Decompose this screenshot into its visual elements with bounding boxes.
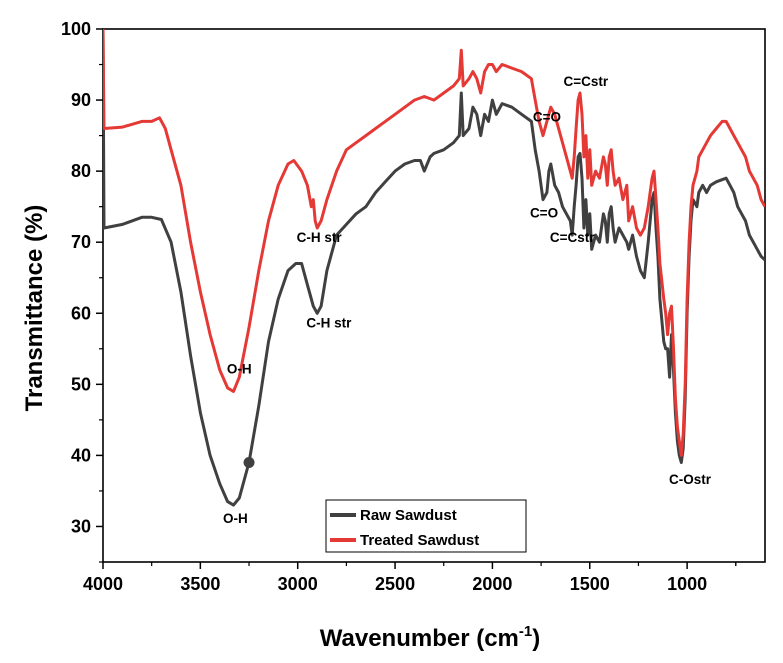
y-axis-ticks: 30 40 50 60 70 80 90 100 [61, 19, 103, 563]
peak-annotation: C=O [533, 109, 561, 124]
legend-box [325, 499, 527, 553]
x-axis-title-main: Wavenumber (cm [320, 625, 519, 652]
y-axis-title: Transmittance (%) [21, 205, 48, 412]
x-tick-label: 2000 [472, 574, 512, 594]
x-axis-title: Wavenumber (cm-1) [320, 623, 541, 652]
peak-annotation: C-H str [306, 315, 352, 330]
y-tick-label: 40 [71, 445, 91, 465]
legend-label-raw: Raw Sawdust [360, 507, 457, 524]
y-tick-label: 50 [71, 374, 91, 394]
x-axis-title-sup: -1 [519, 623, 532, 640]
x-tick-label: 4000 [83, 574, 123, 594]
x-tick-label: 3000 [278, 574, 318, 594]
peak-annotation: O-H [227, 362, 252, 377]
x-tick-label: 3500 [180, 574, 220, 594]
peak-annotation: C=O [530, 205, 558, 220]
x-axis-title-suffix: ) [532, 625, 540, 652]
x-tick-label: 1000 [667, 574, 707, 594]
peak-annotation: C=Cstr [564, 74, 609, 89]
y-tick-label: 80 [71, 161, 91, 181]
peak-annotation: C-H str [297, 230, 343, 245]
x-tick-label: 1500 [570, 574, 610, 594]
y-tick-label: 60 [71, 303, 91, 323]
legend-label-treated: Treated Sawdust [360, 532, 479, 549]
annotations: O-H O-H C-H str C-H str C=O C=O C=Cstr C=Cstr C-… [223, 74, 712, 526]
peak-annotation: O-H [223, 511, 248, 526]
y-tick-label: 90 [71, 90, 91, 110]
series-layer [103, 29, 765, 507]
y-tick-label: 30 [71, 516, 91, 536]
y-tick-label: 100 [61, 19, 91, 39]
peak-annotation: C=Cstr [550, 230, 595, 245]
legend: Raw Sawdust Treated Sawdust [325, 499, 527, 553]
plot-area [102, 28, 766, 563]
series-line-treated-sawdust [103, 29, 765, 457]
plot-frame [102, 28, 766, 563]
peak-annotation: C-Ostr [669, 472, 712, 487]
data-point-marker [243, 457, 255, 469]
y-tick-label: 70 [71, 232, 91, 252]
x-axis-ticks: 4000 3500 3000 2500 2000 1500 1000 [83, 562, 737, 594]
x-tick-label: 2500 [375, 574, 415, 594]
